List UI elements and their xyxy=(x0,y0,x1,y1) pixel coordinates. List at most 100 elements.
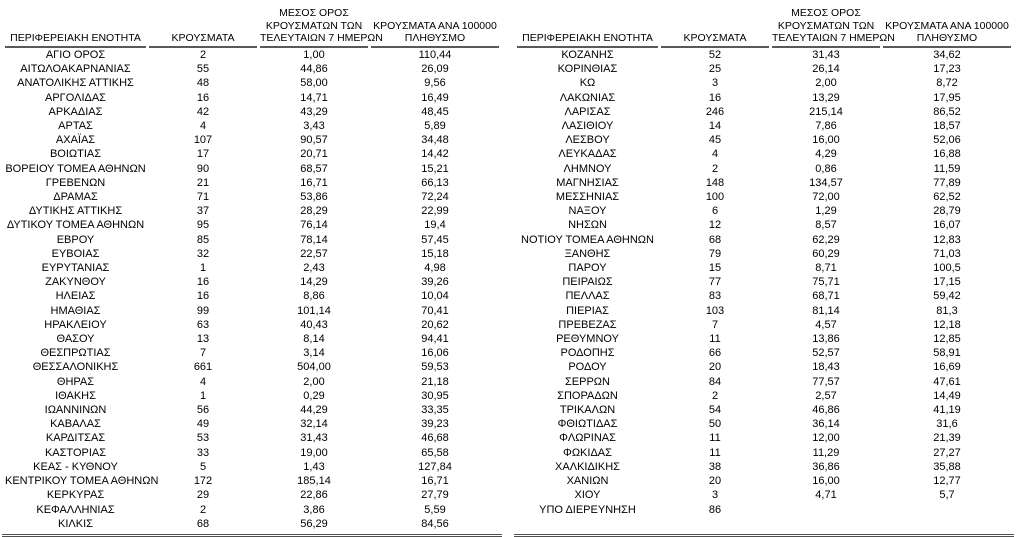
per100k-value: 110,44 xyxy=(418,49,452,61)
table-row: ΚΕΡΚΥΡΑΣ 29 22,86 27,79 xyxy=(5,488,499,502)
table-row: ΦΛΩΡΙΝΑΣ 11 12,00 21,39 xyxy=(517,431,1011,445)
table-row: ΧΑΛΚΙΔΙΚΗΣ 38 36,86 35,88 xyxy=(517,460,1011,474)
avg7-value: 14,71 xyxy=(300,91,328,104)
table-row: ΦΘΙΩΤΙΔΑΣ 50 36,14 31,6 xyxy=(517,417,1011,431)
avg7-value: 44,86 xyxy=(300,63,328,76)
per100k-value: 26,09 xyxy=(421,63,449,76)
per100k-value: 30,95 xyxy=(421,389,449,402)
per100k-value: 11,59 xyxy=(933,162,961,175)
table-row: ΑΓΙΟ ΟΡΟΣ 2 1,00 110,44 xyxy=(5,48,499,62)
header-region: ΠΕΡΙΦΕΡΕΙΑΚΗ ΕΝΟΤΗΤΑ xyxy=(5,0,146,48)
per100k-value: 48,45 xyxy=(421,105,449,118)
cases-value: 20 xyxy=(708,361,722,374)
table-row: ΗΡΑΚΛΕΙΟΥ 63 40,43 20,62 xyxy=(5,318,499,332)
region-name: ΔΥΤΙΚΗΣ ΑΤΤΙΚΗΣ xyxy=(28,205,123,218)
per100k-value: 16,06 xyxy=(421,347,449,360)
region-name: ΑΝΑΤΟΛΙΚΗΣ ΑΤΤΙΚΗΣ xyxy=(17,77,134,90)
per100k-value: 52,06 xyxy=(933,134,961,147)
table-row: ΑΧΑΪΑΣ 107 90,57 34,48 xyxy=(5,133,499,147)
cases-value: 7 xyxy=(199,347,207,360)
avg7-value: 36,14 xyxy=(812,418,840,431)
cases-value: 1 xyxy=(199,262,207,275)
per100k-value: 20,62 xyxy=(421,318,449,331)
avg7-value: 53,86 xyxy=(300,191,328,204)
per100k-value: 12,83 xyxy=(933,233,961,246)
cases-value: 37 xyxy=(196,205,210,218)
cases-value: 86 xyxy=(708,503,722,516)
avg7-value: 68,71 xyxy=(812,290,840,303)
avg7-value: 40,43 xyxy=(300,318,328,331)
table-row: ΙΘΑΚΗΣ 1 0,29 30,95 xyxy=(5,389,499,403)
per100k-value: 71,03 xyxy=(933,247,961,260)
avg7-value: 13,86 xyxy=(812,333,840,346)
cases-value: 71 xyxy=(196,191,210,204)
region-name: ΑΡΤΑΣ xyxy=(58,120,93,133)
per100k-value: 27,27 xyxy=(933,446,961,459)
cases-value: 661 xyxy=(193,361,213,374)
regional-table-left: ΠΕΡΙΦΕΡΕΙΑΚΗ ΕΝΟΤΗΤΑ ΚΡΟΥΣΜΑΤΑ ΜΕΣΟΣ ΟΡΟ… xyxy=(2,0,502,531)
header-per100k: ΚΡΟΥΣΜΑΤΑ ΑΝΑ 100000 ΠΛΗΘΥΣΜΟ xyxy=(883,0,1011,48)
region-name: ΒΟΙΩΤΙΑΣ xyxy=(49,148,102,161)
table-row: ΔΥΤΙΚΗΣ ΑΤΤΙΚΗΣ 37 28,29 22,99 xyxy=(5,204,499,218)
cases-value: 3 xyxy=(711,77,719,90)
per100k-value: 9,56 xyxy=(424,77,446,90)
region-name: ΘΕΣΠΡΩΤΙΑΣ xyxy=(40,347,111,360)
avg7-value: 134,57 xyxy=(809,176,843,189)
avg7-value: 8,57 xyxy=(815,219,837,232)
table-row: ΕΥΒΟΙΑΣ 32 22,57 15,18 xyxy=(5,247,499,261)
table-row: ΚΩ 3 2,00 8,72 xyxy=(517,76,1011,90)
table-row: ΡΟΔΟΥ 20 18,43 16,69 xyxy=(517,360,1011,374)
avg7-value: 43,29 xyxy=(300,105,328,118)
table-row: ΛΕΣΒΟΥ 45 16,00 52,06 xyxy=(517,133,1011,147)
cases-value: 2 xyxy=(711,389,719,402)
region-name: ΛΕΣΒΟΥ xyxy=(565,134,610,147)
table-row: ΙΩΑΝΝΙΝΩΝ 56 44,29 33,35 xyxy=(5,403,499,417)
per100k-value: 22,99 xyxy=(421,205,449,218)
avg7-value: 2,43 xyxy=(303,262,325,275)
avg7-value: 46,86 xyxy=(812,404,840,417)
cases-value: 16 xyxy=(196,91,210,104)
avg7-value: 16,00 xyxy=(812,134,840,147)
avg7-value: 8,86 xyxy=(303,290,325,303)
table-header-right: ΠΕΡΙΦΕΡΕΙΑΚΗ ΕΝΟΤΗΤΑ ΚΡΟΥΣΜΑΤΑ ΜΕΣΟΣ ΟΡΟ… xyxy=(517,0,1011,48)
avg7-value: 1,43 xyxy=(303,460,325,473)
table-row: ΑΝΑΤΟΛΙΚΗΣ ΑΤΤΙΚΗΣ 48 58,00 9,56 xyxy=(5,76,499,90)
table-row: ΘΑΣΟΥ 13 8,14 94,41 xyxy=(5,332,499,346)
cases-value: 4 xyxy=(199,375,207,388)
avg7-value: 31,43 xyxy=(300,432,328,445)
per100k-value: 28,79 xyxy=(933,205,961,218)
cases-value: 90 xyxy=(196,162,210,175)
table-row: ΡΕΘΥΜΝΟΥ 11 13,86 12,85 xyxy=(517,332,1011,346)
cases-value: 25 xyxy=(708,63,722,76)
region-name: ΠΕΙΡΑΙΩΣ xyxy=(562,276,613,289)
table-row: ΘΗΡΑΣ 4 2,00 21,18 xyxy=(5,375,499,389)
per100k-value: 10,04 xyxy=(421,290,449,303)
cases-value: 14 xyxy=(708,120,722,133)
per100k-value: 16,71 xyxy=(421,475,449,488)
avg7-value: 8,71 xyxy=(815,262,837,275)
region-name: ΧΑΝΙΩΝ xyxy=(566,475,609,488)
per100k-value: 21,39 xyxy=(933,432,961,445)
per100k-value: 46,68 xyxy=(421,432,449,445)
table-row: ΒΟΙΩΤΙΑΣ 17 20,71 14,42 xyxy=(5,147,499,161)
cases-value: 1 xyxy=(199,389,207,402)
regional-table-left-wrap: ΠΕΡΙΦΕΡΕΙΑΚΗ ΕΝΟΤΗΤΑ ΚΡΟΥΣΜΑΤΑ ΜΕΣΟΣ ΟΡΟ… xyxy=(2,0,502,537)
table-row: ΚΑΣΤΟΡΙΑΣ 33 19,00 65,58 xyxy=(5,446,499,460)
cases-value: 11 xyxy=(709,432,721,445)
avg7-value: 76,14 xyxy=(300,219,328,232)
header-avg7: ΜΕΣΟΣ ΟΡΟΣ ΚΡΟΥΣΜΑΤΩΝ ΤΩΝ ΤΕΛΕΥΤΑΙΩΝ 7 Η… xyxy=(260,0,383,48)
avg7-value: 19,00 xyxy=(300,446,328,459)
avg7-value: 18,43 xyxy=(812,361,840,374)
cases-value: 15 xyxy=(708,262,722,275)
cases-value: 66 xyxy=(708,347,722,360)
cases-value: 13 xyxy=(196,333,210,346)
per100k-value: 86,52 xyxy=(933,105,961,118)
table-row: ΛΑΡΙΣΑΣ 246 215,14 86,52 xyxy=(517,105,1011,119)
avg7-value: 185,14 xyxy=(297,475,331,488)
region-name: ΧΙΟΥ xyxy=(574,489,601,502)
per100k-value: 5,89 xyxy=(424,120,446,133)
per100k-value: 4,98 xyxy=(424,262,446,275)
table-row: ΒΟΡΕΙΟΥ ΤΟΜΕΑ ΑΘΗΝΩΝ 90 68,57 15,21 xyxy=(5,162,499,176)
cases-value: 50 xyxy=(708,418,722,431)
